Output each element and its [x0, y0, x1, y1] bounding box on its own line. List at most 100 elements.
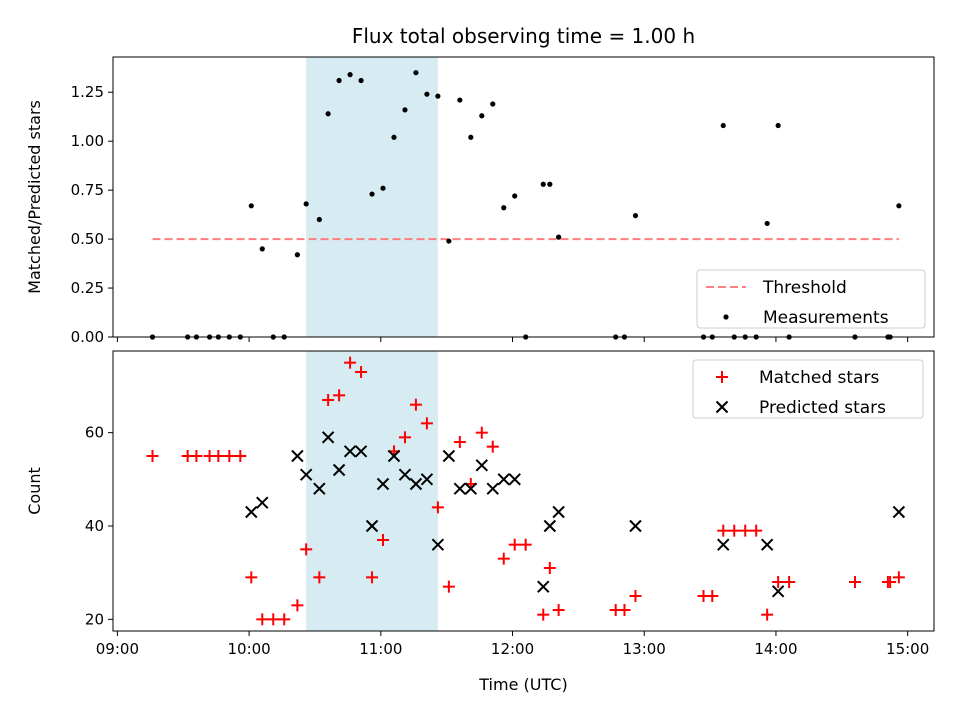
data-point [248, 203, 254, 209]
legend-marker-matched-stars [716, 371, 728, 383]
data-point [190, 450, 203, 462]
data-point [537, 608, 550, 621]
x-tick-label: 15:00 [886, 640, 929, 658]
data-point [387, 449, 401, 463]
data-point [556, 234, 562, 240]
data-point [543, 519, 557, 533]
x-tick-label: 13:00 [623, 640, 666, 658]
data-point [366, 571, 379, 584]
legend-box [692, 359, 924, 419]
x-tick-label: 12:00 [491, 640, 534, 658]
data-point [739, 524, 752, 537]
data-point [486, 482, 499, 495]
data-point [761, 608, 774, 621]
data-point [892, 571, 905, 584]
data-point [728, 524, 741, 537]
data-point [431, 501, 444, 514]
data-point [629, 519, 642, 533]
data-point [896, 203, 902, 209]
y-tick-label: 1.00 [71, 132, 104, 150]
data-point [336, 77, 342, 84]
data-point [512, 193, 518, 199]
data-point [848, 576, 861, 588]
data-point [344, 356, 357, 369]
y-axis-label: Matched/Predicted stars [25, 100, 44, 294]
x-tick-label: 10:00 [227, 640, 270, 658]
data-point [424, 91, 430, 97]
data-point [299, 468, 313, 481]
data-point [431, 538, 445, 551]
y-tick-label: 1.25 [71, 83, 104, 101]
data-point [479, 113, 485, 119]
data-point [325, 111, 331, 117]
data-point [303, 201, 309, 207]
data-point [313, 571, 326, 584]
data-point [497, 552, 510, 565]
data-point [234, 450, 247, 462]
data-point [402, 107, 408, 113]
chart-title: Flux total observing time = 1.00 h [352, 24, 695, 48]
data-point [453, 436, 466, 448]
y-axis-label: Count [25, 467, 44, 515]
panel-2: 20 40 60 09:00 10:00 11:00 12:00 13:00 14:00 15:0… [25, 350, 935, 694]
data-point [772, 576, 785, 588]
y-tick-label: 0.50 [71, 230, 104, 248]
data-point [552, 604, 565, 616]
data-point [146, 450, 159, 462]
legend-label-matched-stars: Matched stars [759, 368, 879, 388]
data-point [497, 473, 510, 486]
legend-marker-measurements [723, 314, 729, 320]
data-point [540, 181, 546, 187]
data-point [475, 459, 488, 472]
highlight-span [306, 57, 438, 337]
data-point [537, 580, 550, 593]
data-point [543, 562, 556, 574]
data-point [365, 519, 379, 533]
data-point [294, 252, 300, 258]
data-point [468, 134, 474, 140]
data-point [398, 431, 411, 444]
series-measurements [149, 70, 902, 340]
data-point [764, 220, 770, 227]
data-point [618, 604, 631, 616]
data-point [760, 538, 774, 551]
data-point [519, 538, 532, 551]
data-point [420, 473, 434, 486]
data-point [413, 70, 419, 76]
data-point [453, 482, 467, 495]
data-point [376, 477, 390, 491]
x-tick-label: 11:00 [359, 640, 402, 658]
data-point [278, 613, 291, 626]
y-tick-label: 0.25 [71, 279, 104, 297]
data-point [355, 366, 368, 378]
data-point [332, 463, 346, 477]
data-point [508, 538, 521, 551]
data-point [391, 134, 397, 140]
data-point [629, 590, 642, 602]
data-point [446, 238, 452, 244]
data-point [212, 450, 225, 462]
data-point [632, 213, 639, 219]
axes-frame [112, 56, 935, 338]
legend-label-predicted-stars: Predicted stars [759, 398, 886, 418]
data-point [490, 101, 496, 107]
axes-frame [112, 350, 935, 632]
data-point [267, 613, 280, 626]
y-tick-label: 0.75 [71, 181, 104, 199]
data-point [892, 505, 906, 519]
data-point [343, 445, 357, 458]
legend: Matched stars Predicted stars [692, 359, 924, 419]
data-point [420, 417, 433, 430]
data-point [501, 205, 507, 211]
y-tick-label: 20 [85, 610, 104, 628]
data-point [547, 181, 553, 187]
y-tick-label: 0.00 [71, 328, 104, 346]
data-point [775, 122, 781, 129]
legend: Threshold Measurements [696, 269, 926, 329]
data-point [313, 482, 326, 495]
data-point [316, 216, 322, 223]
legend-marker-predicted-stars [715, 400, 729, 414]
data-point [358, 77, 364, 84]
data-point [398, 468, 412, 481]
